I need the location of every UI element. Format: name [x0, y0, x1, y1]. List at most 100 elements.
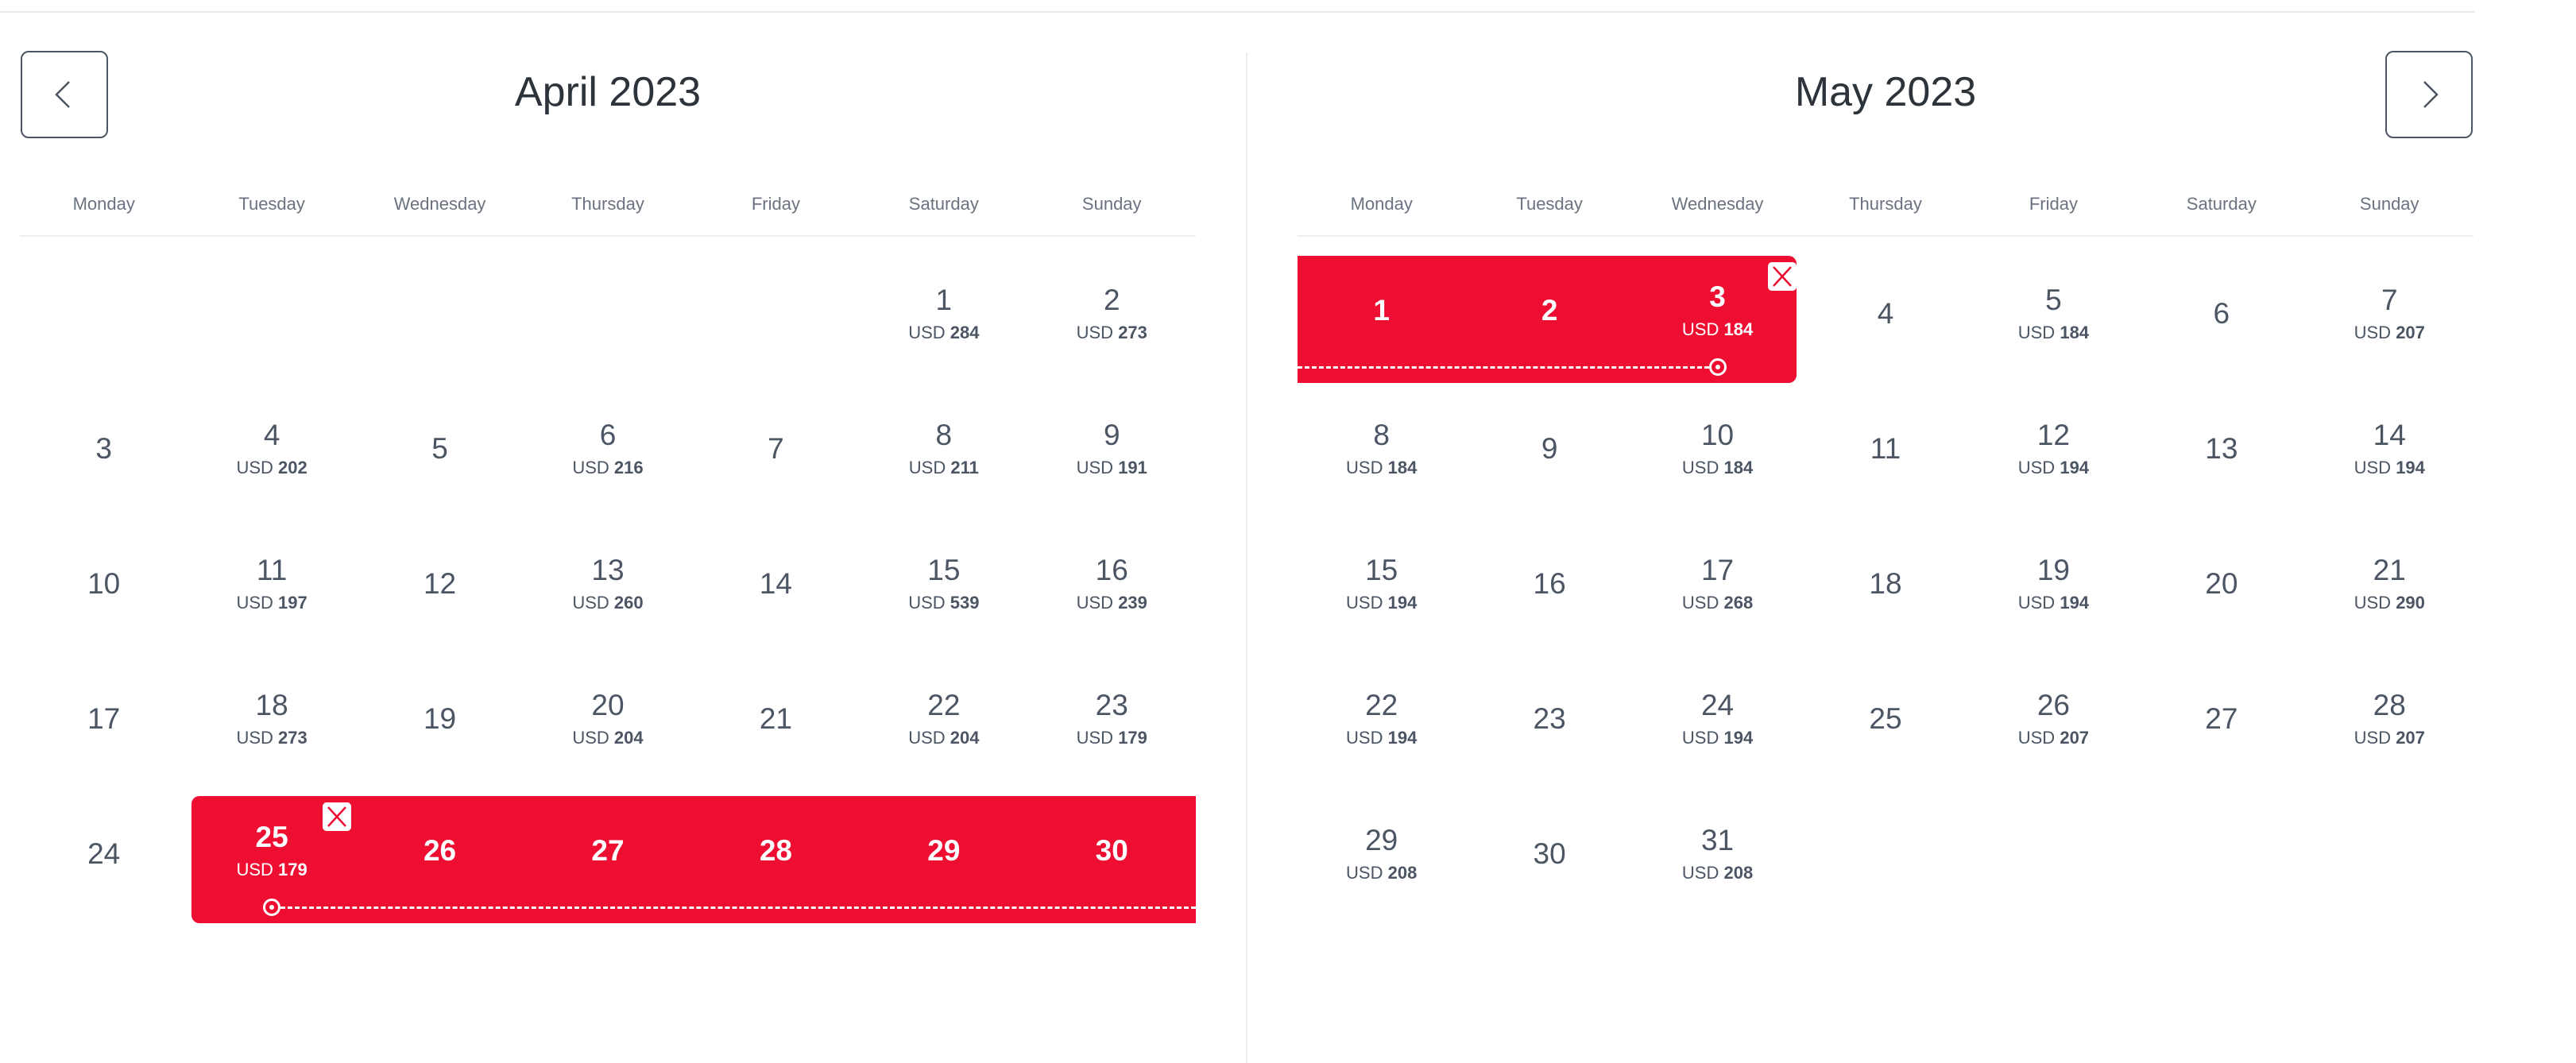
day-number: 15 — [927, 554, 961, 586]
day-cell[interactable]: 21 USD 290 — [2306, 516, 2474, 651]
day-cell[interactable]: 18 USD 273 — [188, 651, 355, 787]
price-value: 207 — [2060, 728, 2090, 748]
day-cell[interactable]: 9 — [1465, 381, 1633, 516]
day-cell[interactable]: 26 USD 207 — [1970, 651, 2137, 787]
day-cell[interactable]: 15 USD 194 — [1298, 516, 1465, 651]
day-cell[interactable]: 17 — [20, 651, 188, 787]
day-cell[interactable]: 3 — [20, 381, 188, 516]
day-cell[interactable]: 5 — [356, 381, 524, 516]
day-price: USD 290 — [2354, 592, 2425, 614]
price-value: 290 — [2396, 593, 2425, 613]
day-price: USD 197 — [236, 592, 307, 614]
day-cell[interactable]: 30 — [1028, 783, 1196, 918]
day-cell[interactable]: 7 USD 207 — [2306, 246, 2474, 381]
day-cell[interactable]: 10 — [20, 516, 188, 651]
day-cell[interactable]: 4 — [1801, 246, 1969, 381]
day-cell[interactable]: 31 USD 208 — [1634, 787, 1801, 922]
price-currency: USD — [908, 323, 946, 342]
day-cell[interactable]: 25 — [1801, 651, 1969, 787]
price-currency: USD — [908, 728, 946, 748]
day-cell[interactable]: 20 — [2137, 516, 2305, 651]
price-value: 184 — [1723, 319, 1754, 339]
day-cell[interactable]: 21 — [692, 651, 860, 787]
price-currency: USD — [2017, 458, 2056, 477]
day-price: USD 179 — [1077, 727, 1147, 749]
day-number: 8 — [1373, 419, 1390, 451]
day-cell[interactable]: 8 USD 211 — [860, 381, 1027, 516]
day-cell[interactable]: 20 USD 204 — [524, 651, 691, 787]
day-cell[interactable]: 14 — [692, 516, 860, 651]
price-currency: USD — [1681, 728, 1719, 748]
day-cell[interactable]: 27 — [2137, 651, 2305, 787]
day-price: USD 207 — [2354, 322, 2425, 344]
day-cell[interactable]: 2 — [1465, 243, 1633, 378]
day-number: 8 — [935, 419, 953, 451]
day-number: 13 — [591, 554, 625, 586]
day-cell[interactable]: 1 USD 284 — [860, 246, 1027, 381]
day-number: 26 — [2036, 689, 2070, 721]
day-cell[interactable]: 14 USD 194 — [2306, 381, 2474, 516]
day-cell[interactable]: 5 USD 184 — [1970, 246, 2137, 381]
range-connector-line — [1298, 366, 1709, 369]
day-cell[interactable]: 12 USD 194 — [1970, 381, 2137, 516]
day-cell[interactable]: 6 — [2137, 246, 2305, 381]
day-cell[interactable]: 7 — [692, 381, 860, 516]
calendar-month-april: April 2023 Monday Tuesday Wednesday Thursda… — [20, 0, 1196, 1063]
day-cell[interactable]: 17 USD 268 — [1634, 516, 1801, 651]
day-cell[interactable]: 29 USD 208 — [1298, 787, 1465, 922]
day-cell[interactable]: 3 USD 184 — [1634, 243, 1801, 378]
day-cell[interactable]: 10 USD 184 — [1634, 381, 1801, 516]
day-number: 25 — [255, 821, 288, 853]
day-price: USD 207 — [2018, 727, 2089, 749]
day-number: 25 — [1869, 702, 1902, 735]
day-number: 27 — [591, 834, 625, 867]
day-cell[interactable]: 30 — [1465, 787, 1633, 922]
day-cell[interactable]: 2 USD 273 — [1028, 246, 1196, 381]
day-cell[interactable]: 23 USD 179 — [1028, 651, 1196, 787]
day-cell[interactable]: 15 USD 539 — [860, 516, 1027, 651]
day-cell[interactable]: 23 — [1465, 651, 1633, 787]
day-cell[interactable]: 4 USD 202 — [188, 381, 355, 516]
day-cell[interactable]: 11 — [1801, 381, 1969, 516]
previous-month-button[interactable] — [21, 51, 108, 138]
day-number: 28 — [2373, 689, 2406, 721]
day-cell[interactable]: 28 USD 207 — [2306, 651, 2474, 787]
day-cell[interactable]: 29 — [860, 783, 1027, 918]
day-cell[interactable]: 28 — [692, 783, 860, 918]
day-cell[interactable]: 27 — [524, 783, 691, 918]
day-cell[interactable]: 22 USD 204 — [860, 651, 1027, 787]
day-cell[interactable]: 18 — [1801, 516, 1969, 651]
next-month-button[interactable] — [2385, 51, 2473, 138]
price-currency: USD — [1681, 319, 1719, 339]
clear-selection-close-icon[interactable] — [322, 802, 351, 831]
day-cell[interactable]: 26 — [356, 783, 524, 918]
day-cell[interactable]: 1 — [1298, 243, 1465, 378]
price-value: 216 — [613, 458, 644, 477]
day-cell[interactable]: 22 USD 194 — [1298, 651, 1465, 787]
day-cell[interactable]: 6 USD 216 — [524, 381, 691, 516]
day-cell[interactable]: 13 USD 260 — [524, 516, 691, 651]
day-cell[interactable]: 13 — [2137, 381, 2305, 516]
day-number: 17 — [87, 702, 121, 735]
day-cell[interactable]: 19 — [356, 651, 524, 787]
day-cell[interactable]: 8 USD 184 — [1298, 381, 1465, 516]
day-cell[interactable]: 25 USD 179 — [188, 783, 355, 918]
day-price: USD 268 — [1682, 592, 1753, 614]
day-number: 30 — [1533, 837, 1566, 870]
day-cell[interactable]: 16 — [1465, 516, 1633, 651]
day-cell[interactable]: 12 — [356, 516, 524, 651]
day-cell[interactable]: 11 USD 197 — [188, 516, 355, 651]
day-cell[interactable]: 24 USD 194 — [1634, 651, 1801, 787]
day-price: USD 191 — [1077, 457, 1147, 479]
price-currency: USD — [1681, 458, 1719, 477]
day-cell[interactable]: 24 — [20, 787, 188, 922]
day-number: 14 — [2373, 419, 2406, 451]
day-price: USD 194 — [2018, 592, 2089, 614]
selected-range-band — [191, 796, 1196, 923]
price-currency: USD — [1346, 593, 1383, 613]
clear-selection-close-icon[interactable] — [1768, 262, 1797, 291]
price-currency: USD — [236, 593, 273, 613]
day-cell[interactable]: 16 USD 239 — [1028, 516, 1196, 651]
day-cell[interactable]: 9 USD 191 — [1028, 381, 1196, 516]
day-cell[interactable]: 19 USD 194 — [1970, 516, 2137, 651]
